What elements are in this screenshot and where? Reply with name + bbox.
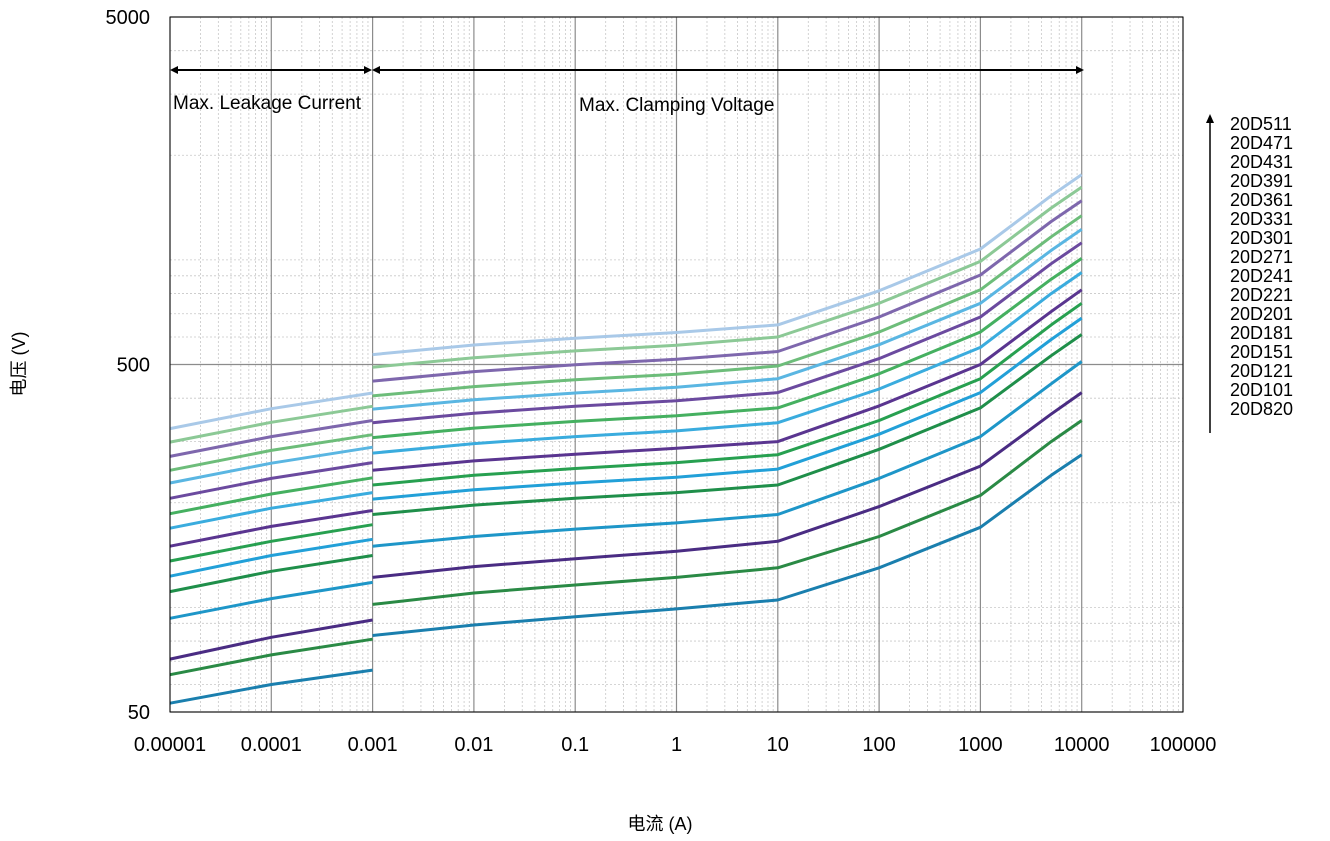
legend-label-20D121: 20D121 xyxy=(1230,361,1293,381)
legend-label-20D221: 20D221 xyxy=(1230,285,1293,305)
legend-label-20D301: 20D301 xyxy=(1230,228,1293,248)
x-tick-labels: 0.00001 0.0001 0.001 0.01 0.1 1 10 100 1000 10000… xyxy=(134,734,1217,756)
series-line-20D151-clamping xyxy=(372,360,1083,548)
legend-label-20D241: 20D241 xyxy=(1230,266,1293,286)
series-line-20D431-clamping xyxy=(372,199,1083,383)
leakage-current-label: Max. Leakage Current xyxy=(173,93,362,114)
legend-label-20D511: 20D511 xyxy=(1230,114,1292,134)
series-line-20D511-clamping xyxy=(372,173,1083,357)
legend-label-20D471: 20D471 xyxy=(1230,133,1293,153)
series-line-20D241-clamping xyxy=(372,288,1083,472)
x-tick-label: 100000 xyxy=(1150,734,1217,756)
legend-label-20D361: 20D361 xyxy=(1230,190,1293,210)
legend-arrow-head xyxy=(1206,114,1214,123)
legend-label-20D271: 20D271 xyxy=(1230,247,1293,267)
series-line-20D101-leakage xyxy=(169,637,373,677)
series-line-20D301-leakage xyxy=(169,476,373,516)
plot-frame xyxy=(169,16,1184,713)
series-line-20D221-leakage xyxy=(169,523,373,563)
annotation-arrows xyxy=(170,66,1084,74)
y-tick-label: 5000 xyxy=(106,7,151,29)
x-tick-label: 0.1 xyxy=(561,734,589,756)
series-line-20D391-clamping xyxy=(372,214,1083,398)
y-tick-label: 50 xyxy=(128,702,150,724)
clamping-arrow-head-left xyxy=(372,66,380,74)
series-line-20D471-clamping xyxy=(372,185,1083,369)
minor-gridlines xyxy=(170,17,1183,712)
legend-label-20D431: 20D431 xyxy=(1230,152,1293,172)
x-tick-label: 0.01 xyxy=(454,734,493,756)
y-tick-labels: 50 500 5000 xyxy=(106,7,151,724)
legend-labels: 20D51120D47120D43120D39120D36120D33120D3… xyxy=(1230,114,1293,419)
series-line-20D820-leakage xyxy=(169,668,373,705)
series-line-20D331-leakage xyxy=(169,461,373,500)
x-tick-label: 0.00001 xyxy=(134,734,206,756)
y-tick-label: 500 xyxy=(117,355,150,377)
y-axis-title: 电压 (V) xyxy=(9,332,29,397)
x-tick-label: 100 xyxy=(862,734,895,756)
series-line-20D101-clamping xyxy=(372,419,1083,606)
legend-label-20D181: 20D181 xyxy=(1230,323,1293,343)
x-tick-label: 0.001 xyxy=(348,734,398,756)
series-line-20D331-clamping xyxy=(372,241,1083,425)
series-line-20D181-leakage xyxy=(169,554,373,594)
x-tick-label: 0.0001 xyxy=(241,734,302,756)
series-line-20D471-leakage xyxy=(169,404,373,444)
clamping-voltage-label: Max. Clamping Voltage xyxy=(579,95,774,116)
series-line-20D151-leakage xyxy=(169,580,373,620)
series-line-20D361-leakage xyxy=(169,445,373,485)
series-line-20D121-clamping xyxy=(372,391,1083,579)
series-line-20D221-clamping xyxy=(372,302,1083,487)
x-tick-label: 1000 xyxy=(958,734,1003,756)
series-line-20D201-clamping xyxy=(372,316,1083,501)
series-line-20D511-leakage xyxy=(169,391,373,431)
legend-label-20D201: 20D201 xyxy=(1230,304,1293,324)
series-line-20D201-leakage xyxy=(169,537,373,578)
series-line-20D241-leakage xyxy=(169,509,373,548)
legend-label-20D101: 20D101 xyxy=(1230,380,1293,400)
x-tick-label: 1 xyxy=(671,734,682,756)
series-line-20D301-clamping xyxy=(372,257,1083,440)
series-line-20D391-leakage xyxy=(169,433,373,472)
series-line-20D820-clamping xyxy=(372,453,1083,637)
legend-label-20D391: 20D391 xyxy=(1230,171,1293,191)
series-lines xyxy=(169,173,1083,705)
legend: 20D51120D47120D43120D39120D36120D33120D3… xyxy=(1206,114,1293,433)
series-line-20D181-clamping xyxy=(372,333,1083,516)
x-tick-label: 10 xyxy=(767,734,789,756)
leakage-arrow-head-right xyxy=(364,66,372,74)
series-line-20D121-leakage xyxy=(169,618,373,661)
series-line-20D271-leakage xyxy=(169,491,373,530)
legend-label-20D331: 20D331 xyxy=(1230,209,1293,229)
leakage-arrow-head-left xyxy=(170,66,178,74)
series-line-20D361-clamping xyxy=(372,228,1083,411)
series-line-20D431-leakage xyxy=(169,419,373,458)
clamping-arrow-head-right xyxy=(1076,66,1084,74)
x-tick-label: 10000 xyxy=(1054,734,1110,756)
legend-label-20D820: 20D820 xyxy=(1230,399,1293,419)
legend-label-20D151: 20D151 xyxy=(1230,342,1293,362)
x-axis-title: 电流 (A) xyxy=(628,814,693,834)
series-line-20D271-clamping xyxy=(372,271,1083,455)
